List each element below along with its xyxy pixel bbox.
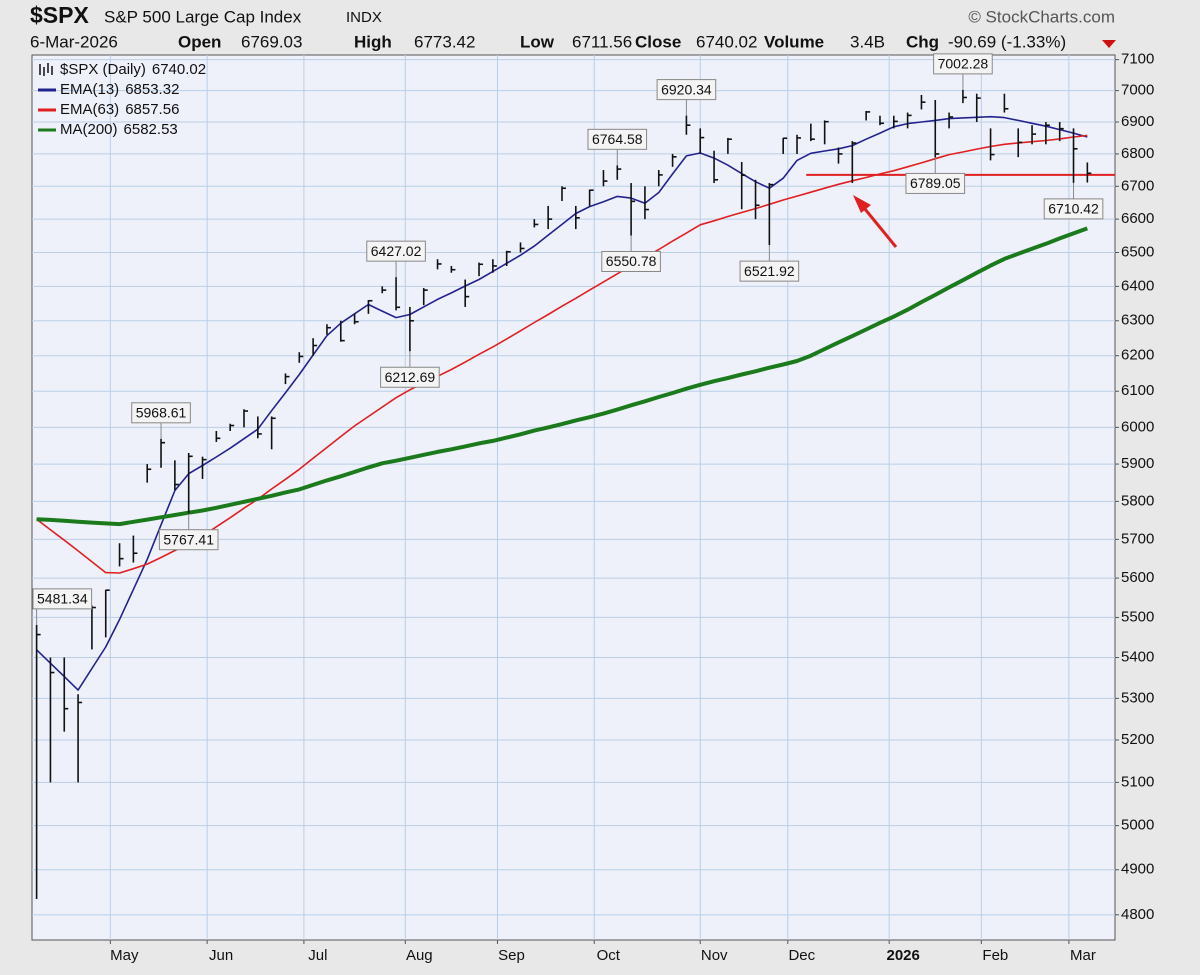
symbol: $SPX (30, 2, 89, 28)
y-tick-label: 5000 (1121, 817, 1154, 834)
annotation-box (1043, 198, 1104, 220)
annotation-box (366, 240, 426, 262)
annotation-box (131, 402, 191, 424)
y-tick-label: 7000 (1121, 82, 1154, 99)
annotation-box (158, 529, 219, 551)
exchange: INDX (346, 9, 382, 26)
annotation-label: 6920.34 (661, 81, 712, 97)
y-tick-label: 6900 (1121, 113, 1154, 130)
annotation-label: 6427.02 (371, 243, 422, 259)
volume-value: 3.4B (850, 32, 885, 51)
annotations: 5481.34 5968.61 5767.41 6427.02 6212.69 6764.… (32, 53, 1104, 625)
x-tick-label: Jun (209, 947, 233, 964)
quote-label: Low (520, 32, 555, 51)
x-tick-label: Aug (406, 947, 433, 964)
annotation-label: 6550.78 (606, 253, 657, 269)
annotation-label: 7002.28 (938, 56, 989, 72)
quote-value: 6740.02 (696, 32, 757, 51)
y-tick-label: 5200 (1121, 731, 1154, 748)
legend-value: 6853.32 (125, 81, 179, 98)
x-tick-label: Feb (982, 947, 1008, 964)
arrow (858, 202, 898, 248)
x-tick-label: May (110, 947, 139, 964)
y-tick-label: 5500 (1121, 608, 1154, 625)
x-tick-label: Nov (701, 947, 728, 964)
annotation-box (32, 588, 93, 610)
y-tick-label: 6700 (1121, 177, 1154, 194)
y-tick-label: 6800 (1121, 145, 1154, 162)
annotation-box (739, 260, 800, 282)
y-tick-label: 5900 (1121, 455, 1154, 472)
y-tick-label: 6600 (1121, 210, 1154, 227)
quote-label: Close (635, 32, 681, 51)
annotation-box (587, 128, 648, 150)
ma-line (36, 115, 1088, 691)
down-indicator (1102, 40, 1116, 48)
legend-name: EMA(13) (60, 81, 119, 98)
plot-area (31, 54, 1116, 941)
y-tick-label: 7100 (1121, 51, 1154, 68)
x-tick-label: 2026 (886, 947, 919, 964)
annotation-label: 6710.42 (1048, 201, 1099, 217)
legend-value: 6740.02 (152, 61, 206, 78)
annotation-label: 6789.05 (910, 175, 961, 191)
annotation-label: 5767.41 (163, 531, 214, 547)
legend-name: $SPX (Daily) (60, 61, 146, 78)
x-tick-label: Mar (1070, 947, 1096, 964)
legend-name: EMA(63) (60, 101, 119, 118)
annotation-label: 6212.69 (385, 369, 436, 385)
annotation-label: 6764.58 (592, 131, 643, 147)
x-tick-label: Sep (498, 947, 525, 964)
quote-label: High (354, 32, 392, 51)
legend-name: MA(200) (60, 121, 118, 138)
legend-value: 6582.53 (124, 121, 178, 138)
annotation-box (905, 172, 966, 194)
legend-icon (39, 63, 53, 76)
annotation-box (380, 366, 440, 388)
y-tick-label: 4900 (1121, 861, 1154, 878)
annotation-box (601, 250, 661, 272)
index-name: S&P 500 Large Cap Index (104, 7, 302, 26)
change-label: Chg (906, 32, 939, 51)
x-tick-label: Dec (788, 947, 815, 964)
y-tick-label: 6100 (1121, 382, 1154, 399)
y-tick-label: 6200 (1121, 347, 1154, 364)
marks (35, 89, 1115, 899)
quote-value: 6769.03 (241, 32, 302, 51)
change-value: -90.69 (-1.33%) (948, 32, 1066, 51)
y-tick-label: 5300 (1121, 689, 1154, 706)
ma-line (36, 226, 1088, 527)
y-tick-label: 5800 (1121, 492, 1154, 509)
annotation-box (656, 79, 717, 101)
y-tick-label: 6300 (1121, 312, 1154, 329)
source: © StockCharts.com (968, 7, 1115, 26)
x-tick-label: Jul (308, 947, 327, 964)
y-tick-label: 6500 (1121, 243, 1154, 260)
annotation-box (933, 53, 993, 75)
x-tick-label: Oct (597, 947, 621, 964)
legend: $SPX (Daily) 6740.02 EMA(13) 6853.32 EMA(63)… (38, 61, 206, 138)
volume-label: Volume (764, 32, 824, 51)
annotation-label: 5481.34 (37, 591, 88, 607)
quote-value: 6773.42 (414, 32, 475, 51)
y-tick-label: 5400 (1121, 648, 1154, 665)
annotation-label: 5968.61 (136, 405, 187, 421)
y-tick-label: 6400 (1121, 277, 1154, 294)
axes: 4800 4900 5000 5100 5200 5300 5400 5500 5600 5700… (109, 51, 1154, 964)
y-tick-label: 4800 (1121, 906, 1154, 923)
quote-label: Open (178, 32, 221, 51)
legend-value: 6857.56 (125, 101, 179, 118)
y-tick-label: 5100 (1121, 773, 1154, 790)
annotation-label: 6521.92 (744, 263, 795, 279)
arrow-head (853, 195, 871, 213)
date: 6-Mar-2026 (30, 32, 118, 51)
y-tick-label: 5700 (1121, 530, 1154, 547)
y-tick-label: 5600 (1121, 569, 1154, 586)
y-tick-label: 6000 (1121, 418, 1154, 435)
quote-value: 6711.56 (572, 32, 632, 51)
